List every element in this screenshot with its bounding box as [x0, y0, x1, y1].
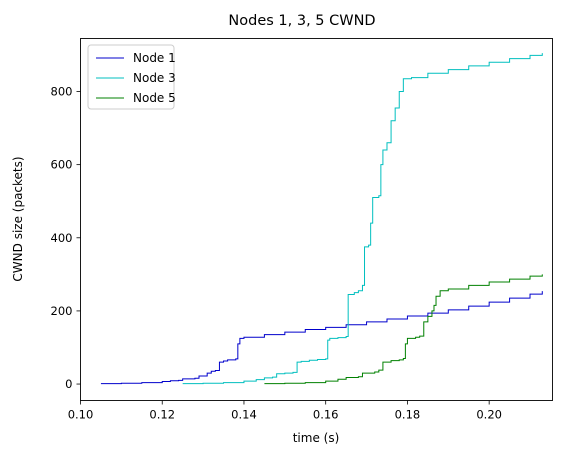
x-tick-label: 0.18: [395, 408, 421, 422]
y-axis-label: CWND size (packets): [11, 156, 25, 281]
x-tick-label: 0.14: [231, 408, 257, 422]
legend-label: Node 3: [133, 71, 176, 85]
x-tick-label: 0.10: [68, 408, 94, 422]
series-line-3: [264, 274, 543, 385]
legend: Node 1 Node 3 Node 5: [87, 44, 176, 110]
plot-lines: [100, 53, 543, 385]
series-line-2: [182, 53, 543, 385]
y-tick-label: 800: [51, 85, 73, 99]
legend-label: Node 1: [133, 51, 176, 65]
x-tick-label: 0.20: [476, 408, 502, 422]
chart-title: Nodes 1, 3, 5 CWND: [228, 13, 375, 29]
y-tick-label: 0: [65, 377, 72, 391]
y-tick-label: 400: [51, 231, 73, 245]
y-axis: 0 200 400 600 800: [51, 85, 81, 391]
x-tick-label: 0.12: [149, 408, 175, 422]
legend-box: [87, 44, 175, 110]
plot-frame: [80, 38, 553, 401]
x-tick-label: 0.16: [313, 408, 339, 422]
y-tick-label: 200: [51, 304, 73, 318]
legend-label: Node 5: [133, 91, 176, 105]
x-axis: 0.10 0.12 0.14 0.16 0.18 0.20: [68, 400, 502, 422]
series-line-1: [100, 291, 543, 385]
y-tick-label: 600: [51, 158, 73, 172]
x-axis-label: time (s): [293, 431, 340, 445]
